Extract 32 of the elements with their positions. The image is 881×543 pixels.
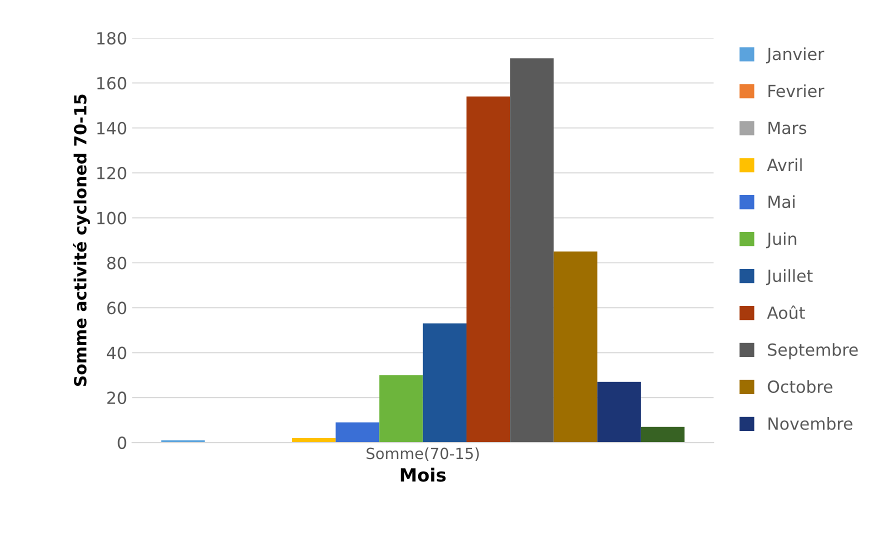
y-tick-label: 20: [107, 392, 126, 404]
x-axis-title: Mois: [400, 468, 446, 482]
bar: [336, 422, 380, 443]
y-tick-label: 160: [97, 76, 126, 90]
legend-label: Mars: [768, 122, 806, 134]
legend-label: Juillet: [766, 269, 813, 286]
bar: [466, 96, 510, 443]
legend-label: Janvier: [766, 47, 824, 64]
legend-label: Avril: [767, 158, 802, 171]
bar: [379, 375, 423, 443]
bar: [640, 426, 685, 443]
y-tick-label: 140: [97, 122, 126, 134]
bar: [422, 323, 466, 443]
legend-label: Octobre: [768, 380, 832, 393]
x-tick-label: Somme(70-15): [366, 447, 479, 462]
y-tick-label: 40: [106, 346, 126, 360]
y-tick-label: 0: [118, 436, 126, 450]
legend-label: Juin: [766, 232, 796, 248]
bar: [554, 252, 598, 443]
legend-label: Novembre: [768, 417, 852, 430]
legend-label: Fevrier: [768, 84, 824, 98]
bar: [510, 58, 554, 443]
y-tick-label: 60: [107, 302, 126, 314]
y-axis-title: Somme activité cycloned 70-15: [72, 94, 90, 386]
legend-label: Mai: [768, 195, 795, 208]
y-tick-label: 180: [97, 32, 126, 45]
y-tick-label: 120: [97, 166, 126, 180]
y-tick-label: 100: [97, 212, 126, 224]
legend-label: Août: [767, 305, 805, 320]
legend-label: Septembre: [768, 343, 858, 360]
y-tick-label: 80: [107, 256, 126, 270]
bar: [597, 382, 641, 443]
